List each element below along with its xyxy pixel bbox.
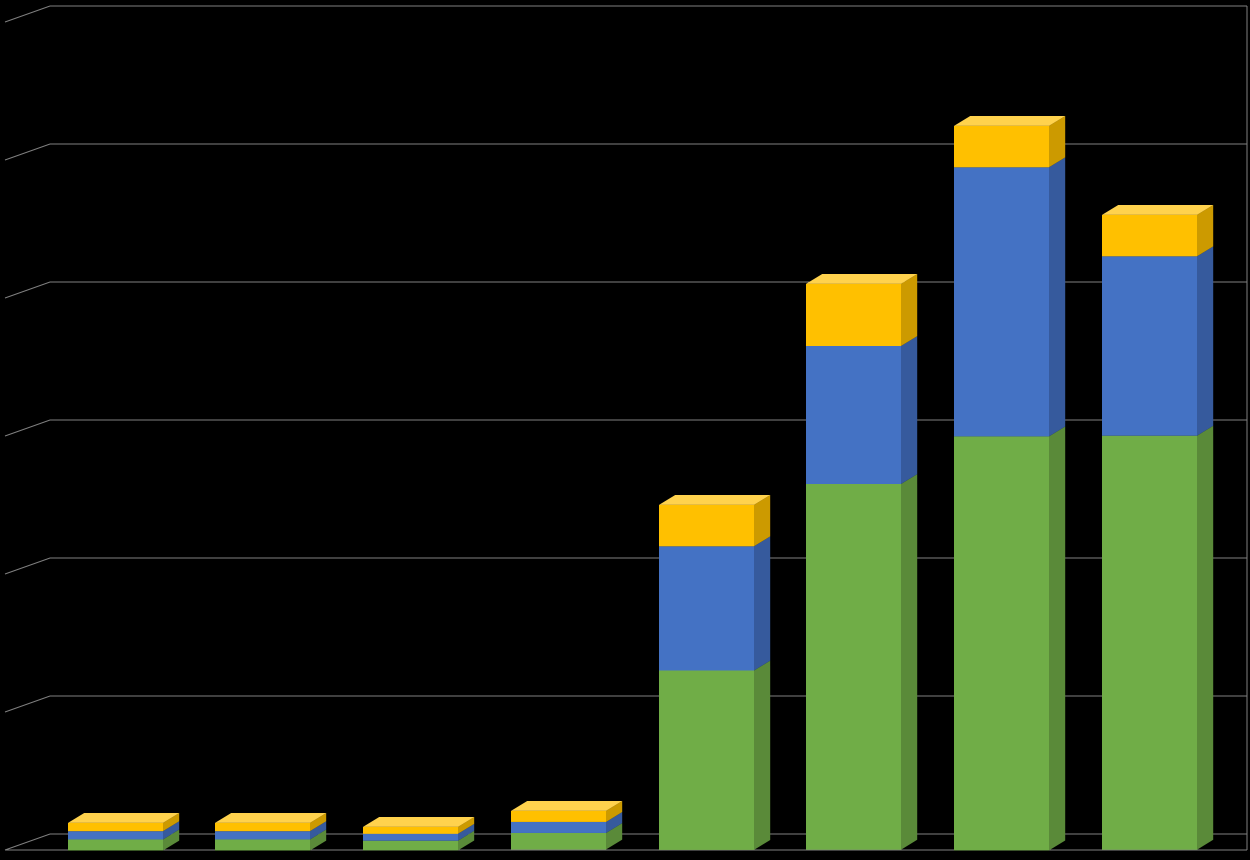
bar-C2 xyxy=(215,813,328,853)
bar-segment-front xyxy=(1102,215,1197,256)
bar-top-face xyxy=(954,116,1065,126)
bar-segment-front xyxy=(363,840,458,850)
bar-segment-front xyxy=(68,822,163,830)
bar-C1 xyxy=(68,813,181,853)
bar-C6 xyxy=(806,274,919,852)
bar-segment-side xyxy=(754,661,770,850)
bar-segment-front xyxy=(806,346,901,484)
bar-segment-side xyxy=(754,536,770,670)
bar-segment-side xyxy=(1049,426,1065,850)
bar-segment-side xyxy=(1197,426,1213,850)
bar-segment-front xyxy=(68,831,163,839)
bar-top-face xyxy=(68,813,179,823)
bar-C5 xyxy=(659,495,772,852)
bar-segment-front xyxy=(954,125,1049,166)
bar-segment-front xyxy=(215,831,310,839)
bar-segment-front xyxy=(806,284,901,346)
bar-segment-front xyxy=(1102,436,1197,850)
bar-top-face xyxy=(363,817,474,827)
bar-top-face xyxy=(806,274,917,284)
bar-segment-side xyxy=(901,336,917,484)
bar-segment-side xyxy=(1049,157,1065,436)
bar-segment-front xyxy=(954,436,1049,850)
bar-top-face xyxy=(659,495,770,505)
bar-segment-front xyxy=(1102,257,1197,436)
bar-top-face xyxy=(511,801,622,811)
bar-top-face xyxy=(215,813,326,823)
bar-C4 xyxy=(511,801,624,852)
bar-segment-front xyxy=(363,833,458,840)
bar-segment-side xyxy=(901,474,917,850)
bar-segment-front xyxy=(806,484,901,850)
bar-segment-front xyxy=(511,822,606,833)
bar-C8 xyxy=(1102,205,1215,852)
bar-segment-front xyxy=(659,671,754,850)
bar-segment-front xyxy=(215,822,310,830)
bar-C7 xyxy=(954,116,1067,852)
bar-C3 xyxy=(363,817,476,852)
bar-segment-side xyxy=(1197,247,1213,436)
bar-segment-front xyxy=(363,827,458,834)
bar-segment-front xyxy=(954,167,1049,436)
bar-segment-front xyxy=(659,505,754,546)
bar-segment-front xyxy=(659,546,754,670)
bar-segment-side xyxy=(901,274,917,346)
bar-segment-front xyxy=(68,839,163,850)
bar-segment-front xyxy=(215,839,310,850)
bar-segment-front xyxy=(511,833,606,850)
bar-top-face xyxy=(1102,205,1213,215)
stacked-bar-3d-chart xyxy=(0,0,1250,860)
bar-segment-front xyxy=(511,811,606,822)
chart-bars-layer xyxy=(0,0,1250,860)
